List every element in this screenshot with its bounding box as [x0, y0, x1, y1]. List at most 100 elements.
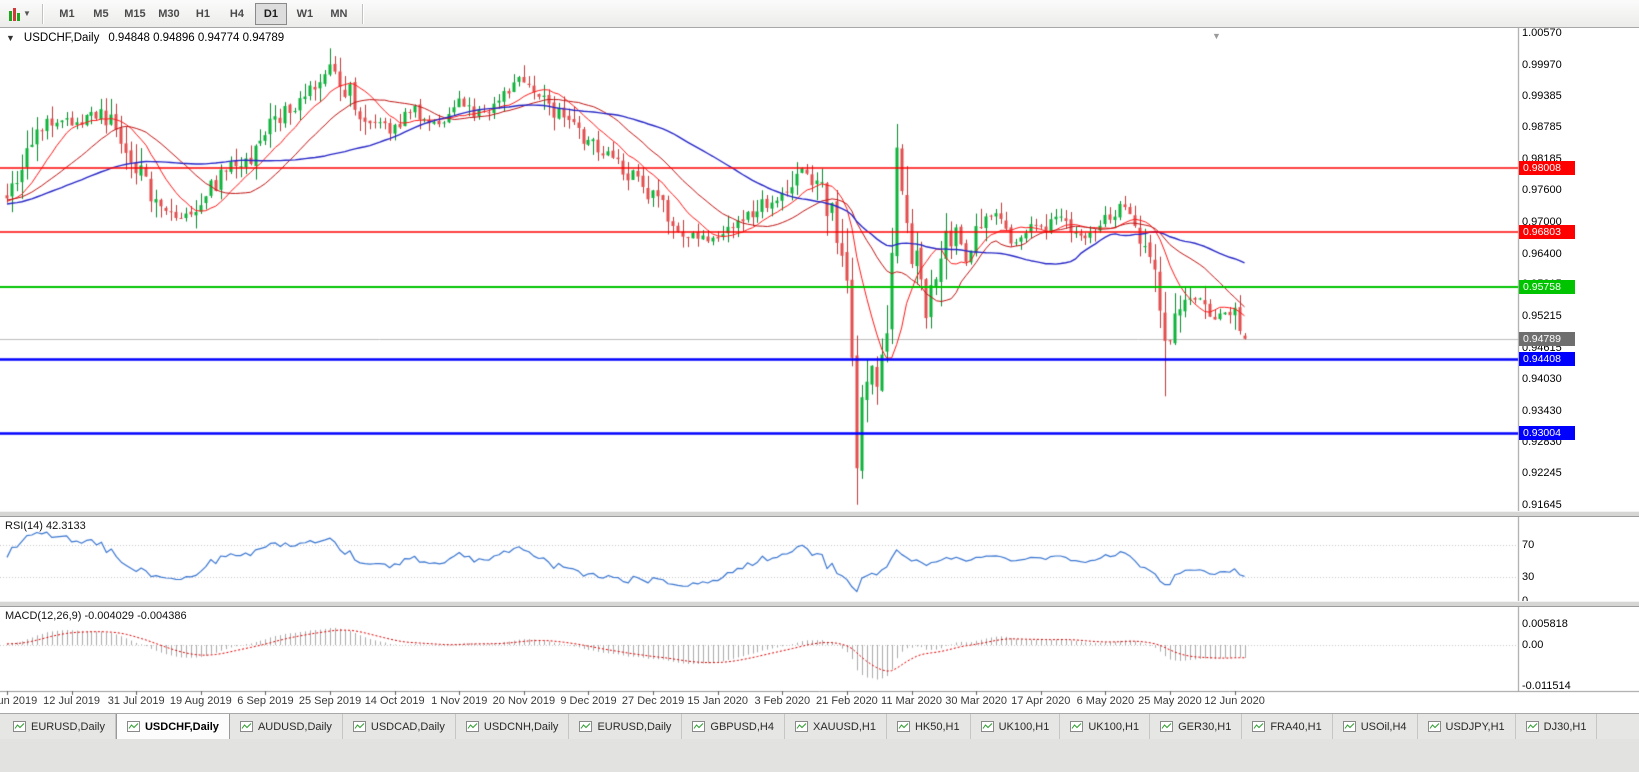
date-axis-label: 30 Mar 2020: [945, 695, 1008, 707]
pane-splitter-macd[interactable]: [0, 601, 1639, 607]
date-axis-label: 3 Feb 2020: [754, 695, 811, 707]
chart-tab-label: USDCAD,Daily: [370, 720, 445, 733]
chart-tab-usdchf-daily[interactable]: USDCHF,Daily: [115, 714, 230, 739]
date-axis-label: 11 Mar 2020: [881, 695, 943, 707]
date-axis-label: 25 Sep 2019: [298, 695, 362, 707]
macd-label: MACD(12,26,9) -0.004029 -0.004386: [5, 610, 187, 622]
chart-tab-icon: [239, 721, 253, 732]
chart-tab-usdjpy-h1[interactable]: USDJPY,H1: [1418, 714, 1516, 739]
rsi-label: RSI(14) 42.3133: [5, 520, 86, 532]
chart-tab-icon: [980, 721, 994, 732]
price-scale-label: 0.98785: [1522, 121, 1562, 134]
chart-context-icon[interactable]: ▼: [6, 33, 15, 43]
price-chart-canvas[interactable]: [0, 28, 1639, 713]
chart-tab-label: USDCNH,Daily: [483, 720, 559, 733]
timeframe-d1[interactable]: D1: [254, 2, 287, 25]
chart-type-icon: [9, 7, 20, 21]
chart-area: ▼ USDCHF,Daily 0.94848 0.94896 0.94774 0…: [0, 28, 1639, 713]
timeframe-m30[interactable]: M30: [158, 7, 180, 20]
chart-tab-label: USDJPY,H1: [1445, 720, 1505, 733]
chart-tab-icon: [465, 721, 479, 732]
chart-tab-hk50-h1[interactable]: HK50,H1: [887, 714, 971, 739]
timeframe-m15[interactable]: M15: [124, 7, 146, 20]
chart-tab-label: GBPUSD,H4: [710, 720, 774, 733]
chart-tab-icon: [1252, 721, 1266, 732]
timeframe-buttons: M1 M5 M15 M30 H1 H4 D1 W1 MN: [50, 2, 356, 25]
bid-price-tag: 0.94789: [1519, 331, 1575, 346]
chart-tab-dj30-h1[interactable]: DJ30,H1: [1516, 714, 1598, 739]
chart-tab-uk100-h1[interactable]: UK100,H1: [971, 714, 1061, 739]
timeframe-m5[interactable]: M5: [93, 7, 109, 20]
date-axis-label: 6 Sep 2019: [237, 695, 294, 707]
chart-tab-label: UK100,H1: [998, 720, 1050, 733]
chart-tab-icon: [1160, 721, 1174, 732]
price-level-tag: 0.94408: [1519, 351, 1575, 366]
chart-tab-usdcad-daily[interactable]: USDCAD,Daily: [343, 714, 456, 739]
toolbar-separator: [361, 3, 364, 24]
timeframe-h1[interactable]: H1: [195, 7, 210, 20]
chart-tab-icon: [794, 721, 808, 732]
chart-tab-label: EURUSD,Daily: [31, 720, 105, 733]
macd-scale-label: 0.00: [1522, 639, 1544, 651]
price-scale-label: 0.99385: [1522, 89, 1562, 102]
rsi-scale-label: 30: [1522, 571, 1535, 583]
date-axis-label: 12 Jun 2020: [1204, 695, 1265, 707]
chart-tab-xauusd-h1[interactable]: XAUUSD,H1: [785, 714, 887, 739]
chart-tab-icon: [126, 721, 140, 732]
chart-symbol-label: USDCHF,Daily: [23, 32, 100, 44]
chart-tab-icon: [352, 721, 366, 732]
chart-tab-gbpusd-h4[interactable]: GBPUSD,H4: [682, 714, 785, 739]
price-scale-label: 0.97600: [1522, 184, 1562, 197]
chart-tab-label: AUDUSD,Daily: [257, 720, 332, 733]
chart-tab-icon: [1070, 721, 1084, 732]
chart-tab-label: GER30,H1: [1178, 720, 1232, 733]
chart-tab-label: EURUSD,Daily: [597, 720, 672, 733]
chart-tab-icon: [692, 721, 706, 732]
timeframe-mn[interactable]: MN: [330, 7, 348, 20]
date-axis-label: 15 Jan 2020: [687, 695, 748, 707]
price-scale-label: 0.96400: [1522, 247, 1562, 260]
chart-tab-icon: [13, 721, 26, 732]
chart-tool-button[interactable]: ▼: [4, 5, 36, 23]
pane-splitter-rsi[interactable]: [0, 511, 1639, 517]
rsi-scale-label: 70: [1522, 539, 1535, 551]
chart-tab-label: USOil,H4: [1360, 720, 1407, 733]
chart-tab-usoil-h4[interactable]: USOil,H4: [1333, 714, 1418, 739]
date-axis-label: 21 Feb 2020: [816, 695, 878, 707]
chart-tab-audusd-daily[interactable]: AUDUSD,Daily: [230, 714, 343, 739]
timeframe-w1[interactable]: W1: [296, 7, 314, 20]
toolbar-separator: [41, 3, 44, 24]
timeframe-m1[interactable]: M1: [59, 7, 75, 20]
chart-tab-label: UK100,H1: [1088, 720, 1140, 733]
chart-tab-eurusd-daily[interactable]: EURUSD,Daily: [3, 714, 116, 739]
macd-scale-label: -0.011514: [1522, 680, 1571, 693]
price-scale-label: 0.99970: [1522, 58, 1562, 71]
window-bottom-strip: [0, 739, 1639, 772]
timeframe-h4[interactable]: H4: [229, 7, 244, 20]
price-scale-label: 0.94030: [1522, 372, 1562, 385]
chart-tab-bar: EURUSD,Daily USDCHF,Daily AUDUSD,Daily USDC…: [0, 713, 1639, 739]
date-axis-label: 24 Jun 2019: [0, 695, 38, 707]
price-shift-marker[interactable]: ▼: [1212, 31, 1221, 41]
chart-ohlc-readout: 0.94848 0.94896 0.94774 0.94789: [108, 32, 285, 44]
macd-scale-label: 0.005818: [1522, 618, 1568, 631]
price-level-tag: 0.96803: [1519, 225, 1575, 240]
chart-tab-label: USDCHF,Daily: [144, 720, 219, 733]
chart-tab-ger30-h1[interactable]: GER30,H1: [1150, 714, 1243, 739]
date-axis-label: 31 Jul 2019: [107, 695, 165, 707]
chart-tab-icon: [579, 721, 593, 732]
date-axis-label: 6 May 2020: [1076, 695, 1135, 707]
price-scale-label: 0.91645: [1522, 499, 1562, 511]
chart-tab-icon: [1427, 721, 1441, 732]
chart-tab-usdcnh-daily[interactable]: USDCNH,Daily: [456, 714, 570, 739]
chart-tab-icon: [1342, 721, 1356, 732]
chevron-down-icon: ▼: [23, 8, 31, 18]
chart-tab-fra40-h1[interactable]: FRA40,H1: [1242, 714, 1333, 739]
chart-tab-eurusd-daily[interactable]: EURUSD,Daily: [569, 714, 683, 739]
chart-tab-label: XAUUSD,H1: [812, 720, 876, 733]
price-level-tag: 0.98008: [1519, 161, 1575, 176]
date-axis-label: 12 Jul 2019: [43, 695, 101, 707]
date-axis-label: 27 Dec 2019: [621, 695, 685, 707]
price-scale-label: 0.97000: [1522, 215, 1562, 228]
chart-tab-uk100-h1[interactable]: UK100,H1: [1060, 714, 1151, 739]
